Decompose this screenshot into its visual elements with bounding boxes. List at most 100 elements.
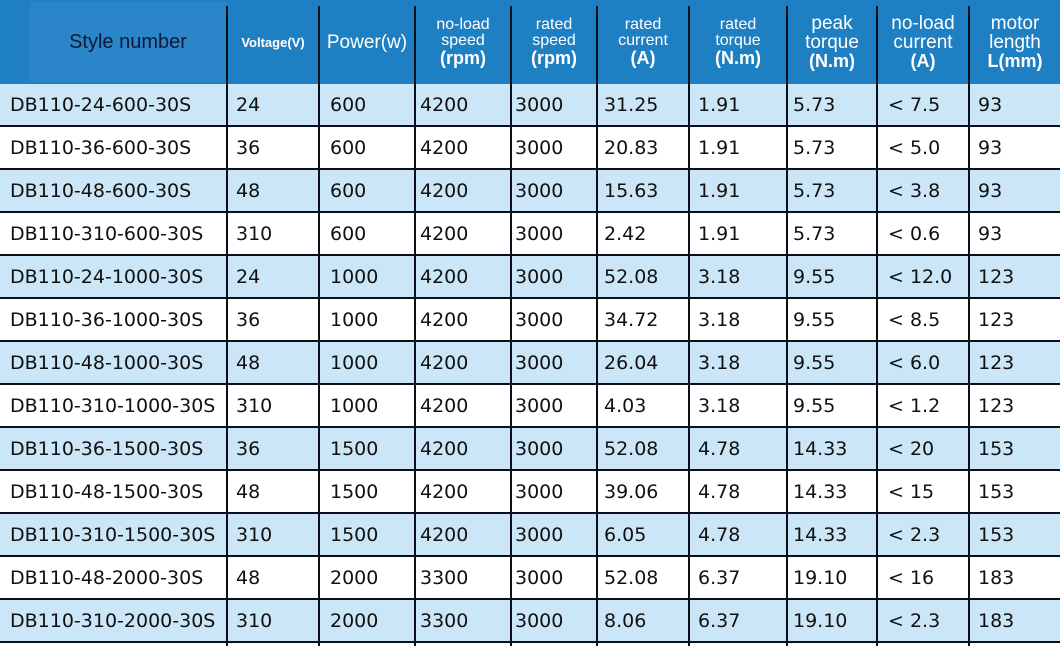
- cell-voltage: 24: [236, 93, 261, 116]
- header-voltage: Voltage(V): [228, 0, 318, 84]
- cell-style-number: DB110-48-600-30S: [10, 179, 192, 202]
- cell-power: 2000: [330, 609, 379, 632]
- cell-voltage: 48: [236, 179, 261, 202]
- table-row: DB110-48-1000-30S 48 1000 4200 3000 26.04 3.18…: [0, 342, 1060, 385]
- column-divider: [226, 6, 228, 646]
- header-rated-current-line1: rated: [624, 16, 662, 33]
- cell-noload-current: < 5.0: [888, 136, 941, 159]
- cell-peak-torque: 19.10: [793, 566, 848, 589]
- cell-style-number: DB110-310-1000-30S: [10, 394, 216, 417]
- cell-style-number: DB110-24-600-30S: [10, 93, 192, 116]
- cell-rated-speed: 3000: [515, 265, 564, 288]
- header-peak-torque-line3: (N.m): [809, 51, 855, 71]
- cell-rated-torque: 3.18: [698, 308, 741, 331]
- cell-rated-current: 8.06: [604, 609, 647, 632]
- cell-style-number: DB110-48-2000-30S: [10, 566, 204, 589]
- cell-rated-current: 52.08: [604, 566, 659, 589]
- cell-rated-speed: 3000: [515, 179, 564, 202]
- cell-power: 600: [330, 179, 367, 202]
- cell-voltage: 48: [236, 351, 261, 374]
- cell-motor-length: 123: [978, 351, 1015, 374]
- cell-noload-speed: 4200: [420, 136, 469, 159]
- header-motor-length: motor length L(mm): [970, 0, 1060, 84]
- cell-style-number: DB110-24-1000-30S: [10, 265, 204, 288]
- header-rated-torque-line1: rated: [719, 16, 757, 33]
- cell-voltage: 310: [236, 222, 273, 245]
- cell-motor-length: 123: [978, 394, 1015, 417]
- cell-noload-speed: 4200: [420, 523, 469, 546]
- header-noload-current-line3: (A): [910, 51, 936, 71]
- cell-rated-torque: 6.37: [698, 609, 741, 632]
- cell-voltage: 48: [236, 480, 261, 503]
- header-power: Power(w): [320, 0, 414, 84]
- cell-peak-torque: 9.55: [793, 351, 836, 374]
- style-number-header-bg: [30, 2, 226, 82]
- table-row: DB110-36-1000-30S 36 1000 4200 3000 34.72 3.18…: [0, 299, 1060, 342]
- header-noload-current-line1: no-load: [891, 13, 955, 34]
- cell-peak-torque: 9.55: [793, 394, 836, 417]
- cell-motor-length: 183: [978, 609, 1015, 632]
- cell-noload-current: < 2.3: [888, 523, 941, 546]
- cell-noload-current: < 15: [888, 480, 935, 503]
- cell-rated-speed: 3000: [515, 480, 564, 503]
- cell-rated-torque: 3.18: [698, 351, 741, 374]
- cell-noload-current: < 12.0: [888, 265, 953, 288]
- cell-peak-torque: 5.73: [793, 222, 836, 245]
- cell-motor-length: 153: [978, 437, 1015, 460]
- cell-rated-current: 4.03: [604, 394, 647, 417]
- table-row: DB110-24-600-30S 24 600 4200 3000 31.25 1.91 5.…: [0, 84, 1060, 127]
- cell-motor-length: 93: [978, 136, 1003, 159]
- cell-style-number: DB110-310-2000-30S: [10, 609, 216, 632]
- header-noload-current: no-load current (A): [878, 0, 968, 84]
- cell-motor-length: 183: [978, 566, 1015, 589]
- cell-peak-torque: 5.73: [793, 93, 836, 116]
- cell-rated-speed: 3000: [515, 394, 564, 417]
- cell-power: 1500: [330, 437, 379, 460]
- table-row: DB110-310-1500-30S 310 1500 4200 3000 6.05 4.7…: [0, 514, 1060, 557]
- cell-rated-current: 20.83: [604, 136, 659, 159]
- table-row: DB110-48-1500-30S 48 1500 4200 3000 39.06 4.78…: [0, 471, 1060, 514]
- cell-rated-torque: 4.78: [698, 523, 741, 546]
- cell-style-number: DB110-36-600-30S: [10, 136, 192, 159]
- cell-style-number: DB110-48-1000-30S: [10, 351, 204, 374]
- cell-power: 1500: [330, 523, 379, 546]
- cell-voltage: 310: [236, 394, 273, 417]
- cell-motor-length: 123: [978, 265, 1015, 288]
- header-rated-current: rated current (A): [598, 0, 688, 84]
- cell-style-number: DB110-36-1000-30S: [10, 308, 204, 331]
- cell-power: 1500: [330, 480, 379, 503]
- cell-noload-speed: 4200: [420, 179, 469, 202]
- cell-motor-length: 93: [978, 93, 1003, 116]
- cell-rated-current: 31.25: [604, 93, 659, 116]
- cell-style-number: DB110-310-600-30S: [10, 222, 204, 245]
- cell-rated-current: 39.06: [604, 480, 659, 503]
- cell-noload-speed: 4200: [420, 222, 469, 245]
- cell-noload-speed: 4200: [420, 394, 469, 417]
- header-rated-current-line3: (A): [630, 48, 656, 68]
- header-motor-length-line3: L(mm): [987, 51, 1043, 71]
- cell-noload-current: < 7.5: [888, 93, 941, 116]
- cell-power: 1000: [330, 394, 379, 417]
- cell-rated-speed: 3000: [515, 351, 564, 374]
- cell-peak-torque: 9.55: [793, 265, 836, 288]
- cell-rated-torque: 1.91: [698, 136, 741, 159]
- cell-peak-torque: 14.33: [793, 480, 848, 503]
- cell-voltage: 36: [236, 308, 261, 331]
- cell-rated-speed: 3000: [515, 523, 564, 546]
- cell-rated-current: 52.08: [604, 437, 659, 460]
- cell-power: 600: [330, 93, 367, 116]
- cell-rated-speed: 3000: [515, 437, 564, 460]
- cell-style-number: DB110-36-1500-30S: [10, 437, 204, 460]
- cell-rated-speed: 3000: [515, 222, 564, 245]
- cell-rated-current: 26.04: [604, 351, 659, 374]
- cell-rated-torque: 6.37: [698, 566, 741, 589]
- table-row: DB110-48-600-30S 48 600 4200 3000 15.63 1.91 5.…: [0, 170, 1060, 213]
- cell-noload-speed: 3300: [420, 566, 469, 589]
- cell-rated-torque: 3.18: [698, 265, 741, 288]
- cell-rated-torque: 1.91: [698, 222, 741, 245]
- header-power-text: Power(w): [326, 31, 408, 53]
- column-divider: [968, 6, 970, 646]
- cell-rated-current: 15.63: [604, 179, 659, 202]
- cell-motor-length: 153: [978, 523, 1015, 546]
- header-rated-torque-line3: (N.m): [715, 48, 761, 68]
